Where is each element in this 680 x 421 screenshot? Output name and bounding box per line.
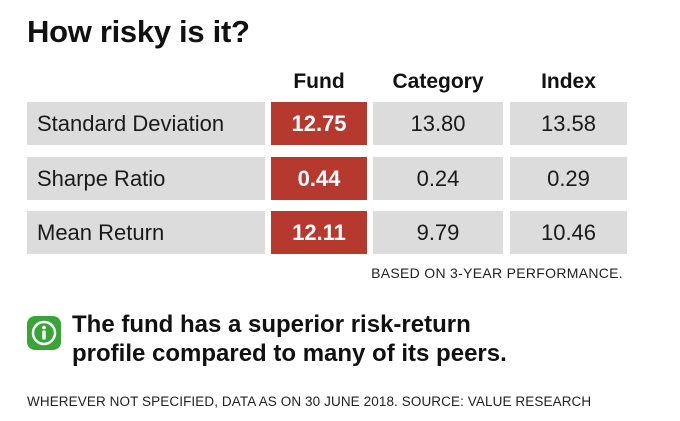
fund-value-standard-deviation: 12.75 (271, 102, 367, 145)
fund-value-sharpe-ratio: 0.44 (271, 157, 367, 200)
index-value-mean-return: 10.46 (510, 211, 627, 254)
category-value-mean-return: 9.79 (373, 211, 503, 254)
performance-note: BASED ON 3-YEAR PERFORMANCE. (371, 265, 623, 281)
info-circle-icon (31, 320, 57, 346)
source-footer: WHEREVER NOT SPECIFIED, DATA AS ON 30 JU… (27, 394, 592, 409)
column-header-index: Index (541, 70, 596, 93)
page-title: How risky is it? (27, 14, 250, 49)
info-message-line-1: The fund has a superior risk-return (72, 311, 471, 338)
info-message-line-2: profile compared to many of its peers. (72, 340, 507, 367)
index-value-standard-deviation: 13.58 (510, 102, 627, 145)
index-value-sharpe-ratio: 0.29 (510, 157, 627, 200)
column-header-category: Category (392, 70, 484, 93)
info-message: The fund has a superior risk-return prof… (72, 310, 632, 368)
row-label-sharpe-ratio: Sharpe Ratio (27, 157, 265, 200)
fund-value-mean-return: 12.11 (271, 211, 367, 254)
column-header-fund: Fund (293, 70, 345, 93)
category-value-standard-deviation: 13.80 (373, 102, 503, 145)
info-icon (27, 316, 61, 350)
category-value-sharpe-ratio: 0.24 (373, 157, 503, 200)
row-label-standard-deviation: Standard Deviation (27, 102, 265, 145)
row-label-mean-return: Mean Return (27, 211, 265, 254)
